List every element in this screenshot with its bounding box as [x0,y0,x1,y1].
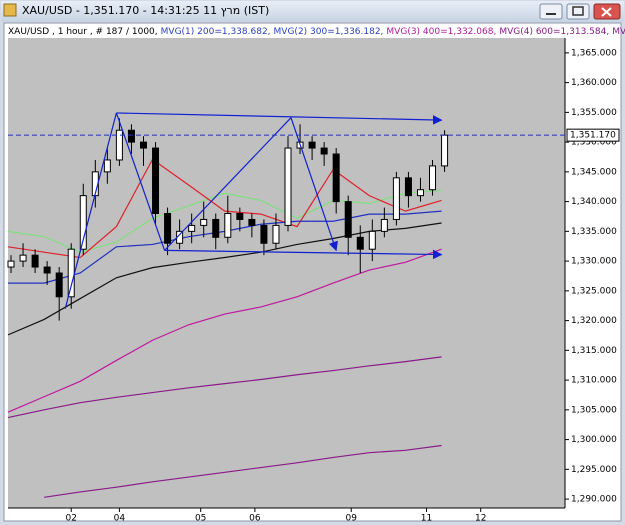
y-tick-label: 1,295.000 [571,465,617,475]
candle-body [164,213,172,244]
plot-area [8,38,565,508]
app-icon [3,3,17,17]
y-tick-label: 1,340.000 [571,197,617,207]
candle-body [19,254,27,262]
candle-body [31,254,39,268]
indicator-header: XAU/USD , 1 hour , # 187 / 1000, MVG(1) 2… [8,27,625,37]
y-tick-label: 1,320.000 [571,316,617,326]
trend-line [64,112,117,309]
header-segment: MVG(5) 800=1,25 [612,27,625,37]
trend-line [115,112,166,251]
candle-body [43,266,51,274]
candle-body [392,177,400,220]
candle-body [320,147,328,155]
moving-average-line [7,248,442,413]
candle-body [429,165,437,191]
x-tick-label: 09 [346,514,358,524]
trend-line [116,112,443,125]
x-tick-label: 05 [195,514,206,524]
moving-average-line [44,444,442,498]
minimize-button[interactable] [539,3,563,20]
candle-body [332,153,340,203]
y-tick-label: 1,330.000 [571,257,617,267]
candle-body [67,248,75,298]
x-tick-label: 11 [421,514,432,524]
header-segment: MVG(2) 300=1,336.182, [274,27,384,37]
candle-body [380,218,388,232]
header-segment: MVG(3) 400=1,332.068, [386,27,496,37]
trend-line [164,249,443,260]
candle-body [212,218,220,238]
y-tick-label: 1,350.000 [571,138,617,148]
candle-body [368,230,376,250]
y-tick-label: 1,290.000 [571,495,617,505]
candle-body [356,236,364,250]
header-segment: XAU/USD , 1 hour , # 187 / 1000, [8,27,158,37]
moving-average-line [7,356,442,419]
y-tick-label: 1,365.000 [571,48,617,58]
trend-line [290,117,338,252]
candle-body [284,147,292,226]
candle-body [103,159,111,173]
y-tick-label: 1,325.000 [571,286,617,296]
candle-body [55,272,63,298]
candle-body [115,129,123,161]
x-tick-label: 12 [475,514,486,524]
candle-body [7,260,15,268]
trend-line [164,117,292,251]
candle-body [248,218,256,226]
candle-body [79,195,87,250]
candle-body [344,201,352,238]
candle-body [260,224,268,244]
close-glyph [601,7,612,17]
candle-body [224,213,232,238]
y-tick-label: 1,305.000 [571,405,617,415]
candle-body [188,224,196,232]
candle-body [441,134,449,167]
title-bar [1,1,624,22]
y-tick-label: 1,345.000 [571,167,617,177]
y-tick-label: 1,360.000 [571,78,617,88]
candle-body [236,213,244,220]
x-tick-label: 04 [114,514,126,524]
current-price-label: 1,351.170 [570,131,616,141]
window-title: XAU/USD - 1,351.170 - 14:31:25 11 מרץ (I… [22,4,269,17]
y-tick-label: 1,300.000 [571,435,617,445]
x-tick-label: 02 [66,514,77,524]
y-tick-label: 1,310.000 [571,376,617,386]
candle-body [127,129,135,143]
candle-body [308,141,316,149]
candle-body [416,189,424,197]
y-tick-label: 1,315.000 [571,346,617,356]
candle-body [152,147,160,215]
candle-body [200,218,208,226]
moving-average-line [7,158,442,259]
candle-body [272,224,280,244]
candle-body [404,177,412,197]
y-tick-label: 1,355.000 [571,108,617,118]
header-segment: MVG(1) 200=1,338.682, [161,27,271,37]
current-price-box [566,128,620,142]
candle-body [139,141,147,149]
maximize-glyph [572,6,584,16]
y-tick-label: 1,335.000 [571,227,617,237]
x-tick-label: 06 [249,514,261,524]
header-segment: MVG(4) 600=1,313.584, [499,27,609,37]
